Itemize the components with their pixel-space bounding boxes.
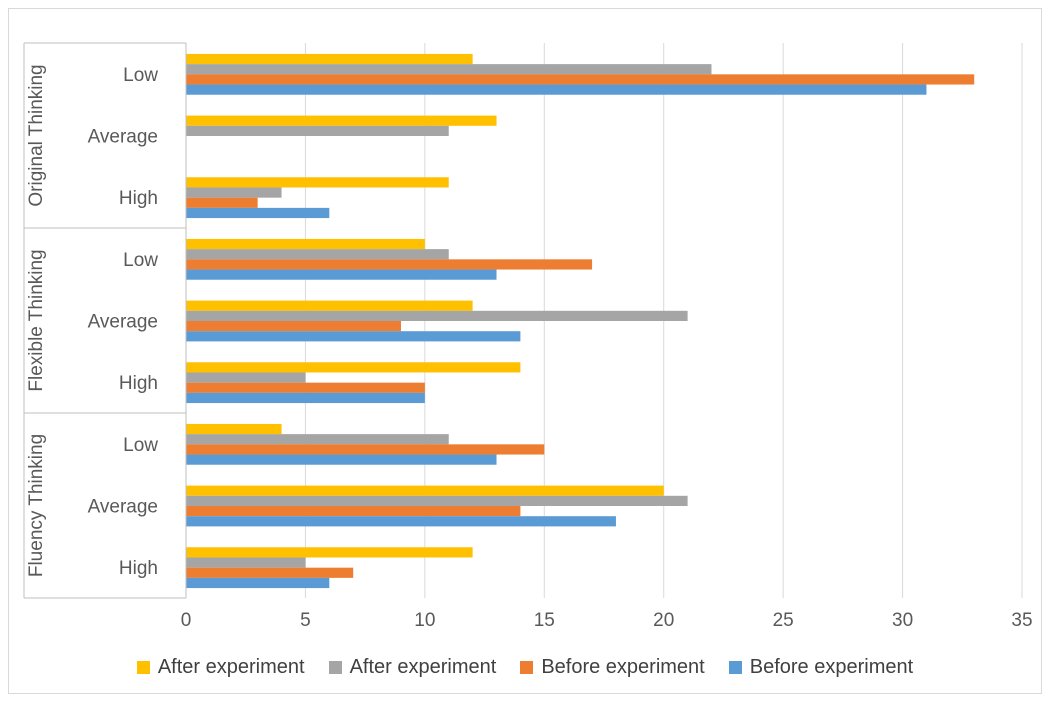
legend-item: After experiment [328, 656, 497, 679]
legend-item: After experiment [136, 656, 305, 679]
x-tick-label: 15 [534, 610, 555, 631]
x-tick-label: 10 [414, 610, 435, 631]
x-tick-label: 0 [181, 610, 192, 631]
legend-item: Before experiment [520, 656, 705, 679]
x-tick-label: 20 [653, 610, 674, 631]
legend-label: Before experiment [749, 656, 914, 678]
bar [186, 310, 688, 321]
group-label: Flexible Thinking [26, 249, 47, 391]
bar [186, 84, 927, 95]
y-category-label: Low [123, 435, 158, 456]
bar [186, 423, 282, 435]
bar [186, 259, 593, 270]
bar [186, 74, 975, 85]
y-category-label: High [119, 373, 158, 394]
y-category-label: Average [88, 497, 158, 518]
bar [186, 372, 306, 383]
bar [186, 300, 473, 311]
bar [186, 53, 473, 65]
bar [186, 125, 449, 136]
x-tick-label: 35 [1011, 610, 1032, 631]
bar [186, 269, 497, 280]
legend-label: After experiment [157, 656, 305, 678]
bar [186, 454, 497, 465]
legend: After experiment After experiment Before… [0, 656, 1050, 679]
bar [186, 577, 330, 589]
bar [186, 362, 521, 373]
x-tick-label: 30 [892, 610, 913, 631]
group-label: Fluency Thinking [26, 434, 47, 577]
legend-swatch [520, 661, 534, 674]
bar [186, 547, 473, 558]
y-category-label: High [119, 558, 158, 579]
legend-label: Before experiment [541, 656, 705, 678]
legend-item: Before experiment [728, 656, 914, 679]
chart-frame [8, 8, 1042, 694]
x-tick-label: 5 [300, 610, 311, 631]
bar [186, 495, 688, 506]
bar [186, 249, 449, 260]
bar [186, 321, 401, 332]
y-category-label: Low [123, 250, 158, 271]
y-category-label: Low [123, 65, 158, 86]
bar [186, 197, 258, 208]
bar [186, 115, 497, 126]
legend-swatch [728, 661, 742, 674]
bar [186, 331, 521, 342]
bar [186, 506, 521, 517]
bar [186, 187, 282, 198]
legend-label: After experiment [349, 656, 497, 678]
y-category-label: High [119, 188, 158, 209]
legend-swatch [328, 661, 342, 674]
x-tick-label: 25 [773, 610, 794, 631]
bar [186, 516, 616, 527]
bar [186, 557, 306, 568]
bar [186, 444, 545, 455]
legend-swatch [136, 661, 150, 674]
bar [186, 567, 354, 578]
group-label: Original Thinking [26, 64, 47, 206]
bar [186, 392, 425, 404]
bar [186, 485, 664, 496]
y-category-label: Average [88, 312, 158, 333]
bar [186, 64, 712, 75]
bar [186, 382, 425, 393]
bar [186, 434, 449, 445]
y-category-label: Average [88, 127, 158, 148]
bar [186, 238, 425, 250]
bar [186, 177, 449, 188]
bar [186, 207, 330, 219]
